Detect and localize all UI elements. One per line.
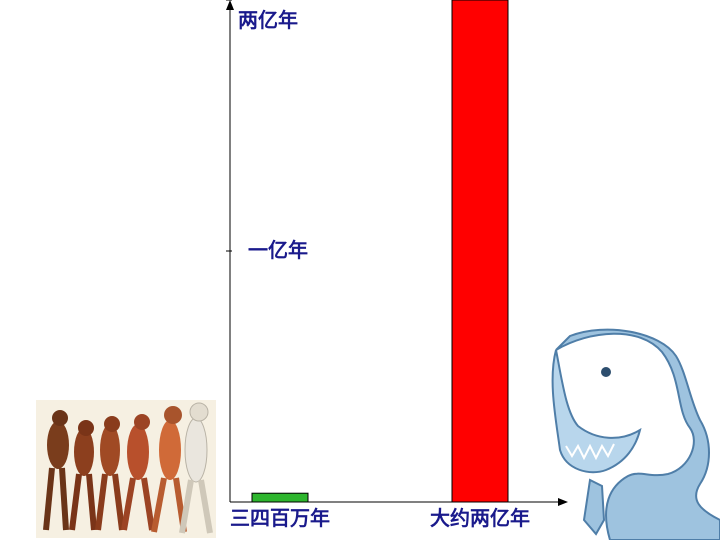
dinosaur-jaw — [551, 349, 642, 474]
bar-0 — [251, 492, 309, 503]
x-tick-label: 三四百万年 — [230, 506, 330, 530]
dinosaur-teeth — [565, 443, 615, 461]
y-ticks: 一亿年 两亿年 — [226, 0, 308, 262]
x-tick-label: 大约两亿年 — [430, 506, 530, 530]
human-evolution-illustration — [36, 400, 216, 538]
y-axis-arrowhead — [226, 0, 234, 10]
dinosaur-eye — [601, 367, 611, 377]
x-axis-arrowhead — [558, 498, 568, 506]
y-tick-label: 一亿年 — [248, 238, 308, 262]
hominid-figures — [43, 402, 213, 534]
dinosaur-illustration — [551, 328, 720, 540]
y-tick-label: 两亿年 — [238, 8, 298, 32]
x-tick-labels: 三四百万年 大约两亿年 — [230, 506, 530, 530]
bars — [251, 0, 509, 503]
dinosaur-arm — [582, 478, 606, 536]
dinosaur-body — [555, 328, 720, 540]
bar-1 — [451, 0, 509, 503]
